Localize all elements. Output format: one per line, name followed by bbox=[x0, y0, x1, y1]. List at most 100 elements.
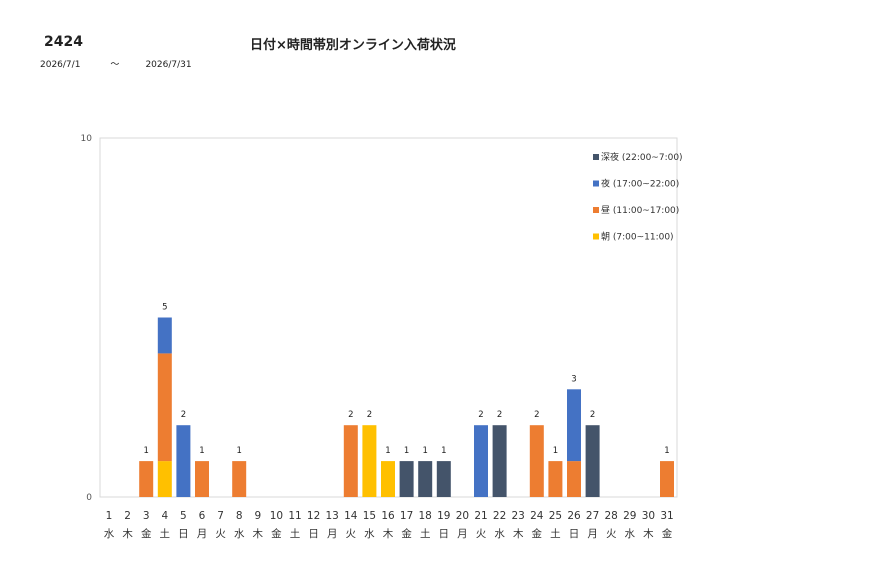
x-weekday-label: 土 bbox=[290, 527, 301, 540]
x-weekday-label: 木 bbox=[513, 528, 524, 540]
data-label: 1 bbox=[404, 446, 409, 456]
x-tick-label: 21 bbox=[474, 510, 487, 522]
x-tick-label: 1 bbox=[106, 510, 113, 522]
x-weekday-label: 木 bbox=[383, 528, 394, 540]
x-tick-label: 22 bbox=[493, 510, 506, 522]
x-tick-label: 4 bbox=[161, 510, 168, 522]
x-tick-label: 2 bbox=[124, 510, 131, 522]
x-tick-label: 17 bbox=[400, 510, 413, 522]
date-to: 2026/7/31 bbox=[145, 60, 192, 70]
data-label: 2 bbox=[497, 410, 502, 420]
bar-segment-2 bbox=[176, 425, 191, 497]
bar-segment-2 bbox=[157, 317, 172, 354]
x-weekday-label: 水 bbox=[104, 528, 115, 540]
x-tick-label: 7 bbox=[217, 510, 224, 522]
x-weekday-label: 土 bbox=[420, 527, 431, 540]
date-range: 2026/7/1 ～ 2026/7/31 bbox=[40, 57, 192, 70]
legend-swatch bbox=[593, 233, 599, 240]
x-tick-label: 28 bbox=[605, 510, 618, 522]
x-tick-label: 10 bbox=[270, 510, 283, 522]
x-tick-label: 29 bbox=[623, 510, 636, 522]
x-weekday-label: 日 bbox=[439, 528, 450, 540]
y-tick-label: 0 bbox=[86, 493, 92, 503]
x-tick-label: 11 bbox=[288, 510, 301, 522]
x-tick-label: 25 bbox=[549, 510, 562, 522]
x-weekday-label: 金 bbox=[662, 527, 673, 540]
x-weekday-label: 火 bbox=[476, 528, 487, 540]
x-tick-label: 9 bbox=[254, 510, 261, 522]
x-weekday-label: 木 bbox=[643, 528, 654, 540]
data-label: 5 bbox=[162, 303, 167, 313]
bar-segment-3 bbox=[399, 461, 414, 497]
data-label: 2 bbox=[181, 410, 186, 420]
bar-segment-3 bbox=[492, 425, 507, 497]
bar-segment-1 bbox=[232, 461, 247, 497]
x-weekday-label: 月 bbox=[197, 528, 208, 540]
data-label: 2 bbox=[348, 410, 353, 420]
x-weekday-label: 日 bbox=[569, 528, 580, 540]
bar-segment-1 bbox=[139, 461, 154, 497]
x-weekday-label: 水 bbox=[494, 528, 505, 540]
x-weekday-label: 金 bbox=[141, 527, 152, 540]
legend-label: 深夜 (22:00~7:00) bbox=[601, 151, 683, 163]
bar-segment-1 bbox=[343, 425, 358, 497]
x-tick-label: 31 bbox=[660, 510, 673, 522]
x-tick-label: 14 bbox=[344, 510, 358, 522]
x-weekday-label: 日 bbox=[178, 528, 189, 540]
x-tick-label: 30 bbox=[642, 510, 655, 522]
legend-swatch bbox=[593, 180, 599, 187]
x-tick-label: 6 bbox=[199, 510, 206, 522]
store-code: 2424 bbox=[44, 34, 83, 50]
legend-swatch bbox=[593, 154, 599, 160]
x-weekday-label: 金 bbox=[401, 527, 412, 540]
data-label: 1 bbox=[143, 446, 148, 456]
data-label: 2 bbox=[534, 410, 539, 420]
x-weekday-label: 月 bbox=[587, 528, 598, 540]
bar-segment-1 bbox=[157, 353, 172, 462]
legend-label: 朝 (7:00~11:00) bbox=[601, 232, 674, 243]
bar-segment-2 bbox=[567, 389, 581, 462]
x-tick-label: 15 bbox=[363, 510, 376, 522]
x-tick-label: 18 bbox=[419, 510, 432, 522]
x-weekday-label: 日 bbox=[308, 528, 319, 540]
bar-segment-0 bbox=[381, 461, 395, 497]
bar-segment-1 bbox=[548, 461, 563, 497]
x-tick-label: 20 bbox=[456, 510, 469, 522]
page-title: 日付×時間帯別オンライン入荷状況 bbox=[250, 38, 456, 53]
x-weekday-label: 木 bbox=[253, 528, 264, 540]
bar-segment-2 bbox=[474, 425, 488, 497]
data-label: 1 bbox=[199, 446, 204, 456]
date-separator: ～ bbox=[110, 60, 120, 70]
x-weekday-label: 土 bbox=[550, 527, 561, 540]
x-weekday-label: 火 bbox=[346, 528, 357, 540]
bar-segment-1 bbox=[195, 461, 209, 497]
data-label: 2 bbox=[590, 410, 595, 420]
x-weekday-label: 火 bbox=[215, 528, 226, 540]
data-label: 1 bbox=[664, 446, 669, 456]
x-tick-label: 19 bbox=[437, 510, 450, 522]
x-weekday-label: 水 bbox=[234, 528, 245, 540]
bar-segment-1 bbox=[529, 425, 544, 497]
x-tick-label: 13 bbox=[326, 510, 339, 522]
date-from: 2026/7/1 bbox=[40, 60, 81, 70]
bar-segment-3 bbox=[436, 461, 451, 497]
x-tick-label: 5 bbox=[180, 510, 187, 522]
x-weekday-label: 土 bbox=[160, 527, 171, 540]
bar-segment-1 bbox=[660, 461, 674, 497]
x-tick-label: 8 bbox=[236, 510, 243, 522]
bar-segment-3 bbox=[585, 425, 600, 497]
data-label: 1 bbox=[385, 446, 390, 456]
data-label: 2 bbox=[367, 410, 372, 420]
x-tick-label: 26 bbox=[567, 510, 581, 522]
legend-label: 昼 (11:00~17:00) bbox=[601, 205, 679, 216]
x-weekday-label: 水 bbox=[364, 528, 375, 540]
data-label: 1 bbox=[236, 446, 241, 456]
x-weekday-label: 金 bbox=[271, 527, 282, 540]
legend-swatch bbox=[593, 207, 599, 213]
data-label: 3 bbox=[571, 374, 576, 384]
bar-segment-1 bbox=[567, 461, 581, 497]
x-weekday-label: 月 bbox=[327, 528, 338, 540]
bar-segment-0 bbox=[362, 425, 377, 497]
x-tick-label: 27 bbox=[586, 510, 599, 522]
